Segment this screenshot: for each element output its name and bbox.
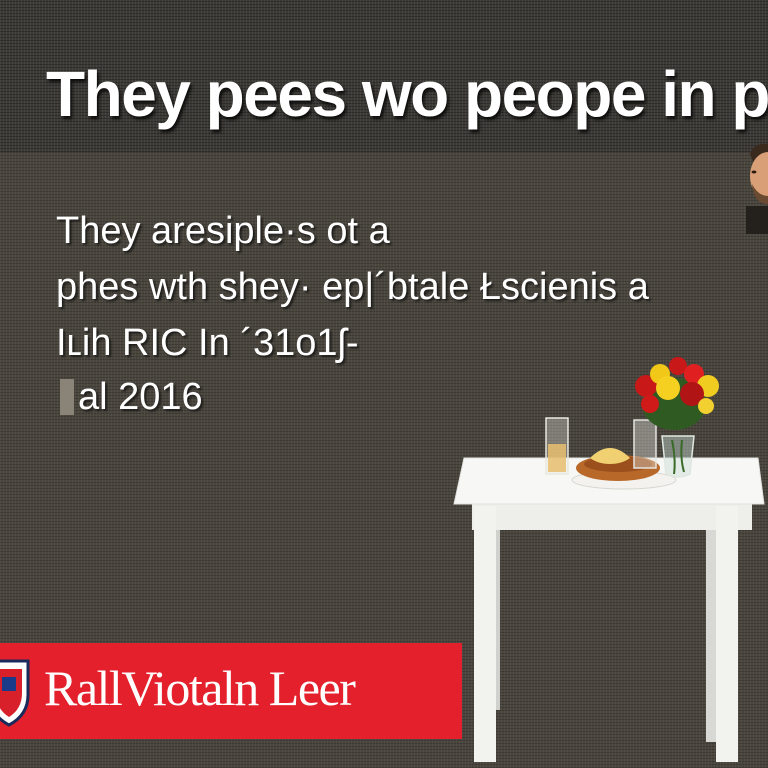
headline-band: They pees wo peope in perob [0,0,768,152]
still-life-illustration [453,357,765,762]
banner-logo-crest [0,659,30,727]
person-figure [746,143,768,234]
person-eye [751,170,757,174]
table-leg-front-left [474,506,496,762]
banner-text: RallViotaln Leer [44,660,356,716]
table-leg-front-right [716,506,738,762]
body-line-3: Iʟih RIC In ´31o1ʃ- [56,322,359,364]
banner: RallViotaln Leer [0,643,462,739]
body-line-2: phes wth shey· ep|´btale Łscienis a [56,266,649,308]
small-glass [633,419,657,469]
text-mark [60,379,74,415]
water-glass [545,417,569,475]
person-face [750,152,768,200]
person-beard [752,184,768,204]
table [453,457,765,762]
headline: They pees wo peope in perob [46,58,768,130]
flower-vase [635,357,719,478]
person-shirt [746,206,768,234]
body-line-1: They aresiple·s ot a [56,210,390,252]
body-line-4: al 2016 [60,378,203,416]
food-plate [571,448,677,490]
body-line-4-text: al 2016 [78,376,203,418]
